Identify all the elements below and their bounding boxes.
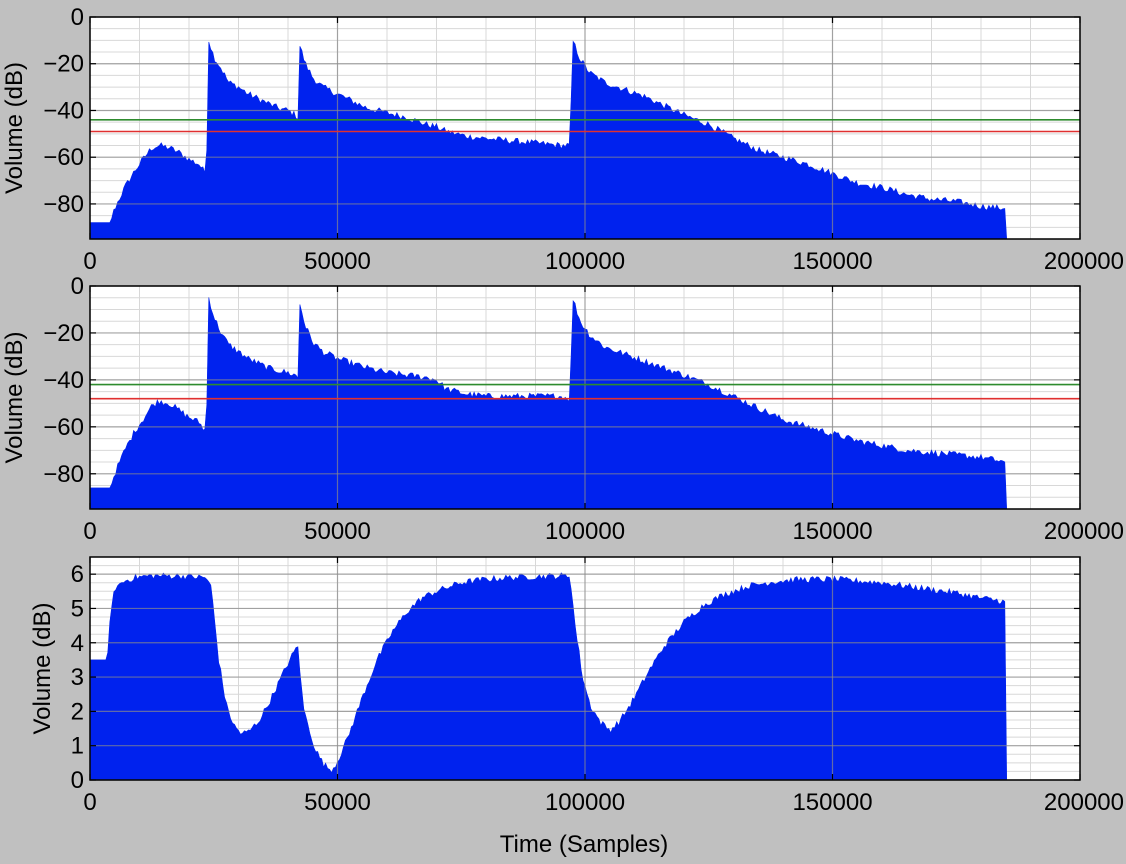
waveform-area xyxy=(89,297,1008,510)
y-tick-label: 5 xyxy=(71,595,84,622)
x-tick-label: 0 xyxy=(83,248,96,275)
y-axis-label: Volume (dB) xyxy=(1,331,28,463)
y-tick-label: −80 xyxy=(43,461,84,488)
y-tick-label: −20 xyxy=(43,320,84,347)
x-tick-label: 200000 xyxy=(1044,518,1124,545)
x-tick-label: 150000 xyxy=(792,789,872,816)
x-tick-label: 0 xyxy=(83,789,96,816)
y-tick-label: −40 xyxy=(43,367,84,394)
y-tick-label: −60 xyxy=(43,414,84,441)
panel-middle: 0 −20 −40 −60 −80 0 50000 100000 150000 200000 Vol… xyxy=(1,273,1124,545)
x-tick-label: 50000 xyxy=(304,248,371,275)
y-tick-label: −80 xyxy=(43,191,84,218)
panel-top: 0 −20 −40 −60 −80 0 50000 100000 150000 200000 Vol… xyxy=(1,4,1124,275)
y-tick-label: −20 xyxy=(43,51,84,78)
y-axis-label: Volume (dB) xyxy=(1,62,28,194)
y-tick-label: 0 xyxy=(71,4,84,31)
y-tick-label: 0 xyxy=(71,767,84,794)
x-tick-label: 150000 xyxy=(792,248,872,275)
x-tick-label: 100000 xyxy=(545,518,625,545)
x-tick-label: 150000 xyxy=(792,518,872,545)
y-tick-label: 3 xyxy=(71,664,84,691)
x-tick-label: 50000 xyxy=(304,789,371,816)
y-tick-label: 2 xyxy=(71,698,84,725)
x-tick-label: 200000 xyxy=(1044,789,1124,816)
y-tick-label: −40 xyxy=(43,97,84,124)
y-tick-label: 4 xyxy=(71,630,84,657)
x-tick-label: 200000 xyxy=(1044,248,1124,275)
x-tick-label: 100000 xyxy=(545,248,625,275)
y-tick-label: 6 xyxy=(71,561,84,588)
x-axis-label: Time (Samples) xyxy=(500,831,668,858)
y-tick-label: 0 xyxy=(71,273,84,300)
panel-bottom: 0 1 2 3 4 5 6 0 50000 100000 150000 200000 Volume (d… xyxy=(29,556,1124,816)
y-axis-label: Volume (dB) xyxy=(29,602,56,734)
x-tick-label: 0 xyxy=(83,518,96,545)
x-tick-label: 50000 xyxy=(304,518,371,545)
y-tick-label: 1 xyxy=(71,733,84,760)
waveform-area xyxy=(89,40,1008,240)
y-tick-label: −60 xyxy=(43,144,84,171)
x-tick-label: 100000 xyxy=(545,789,625,816)
